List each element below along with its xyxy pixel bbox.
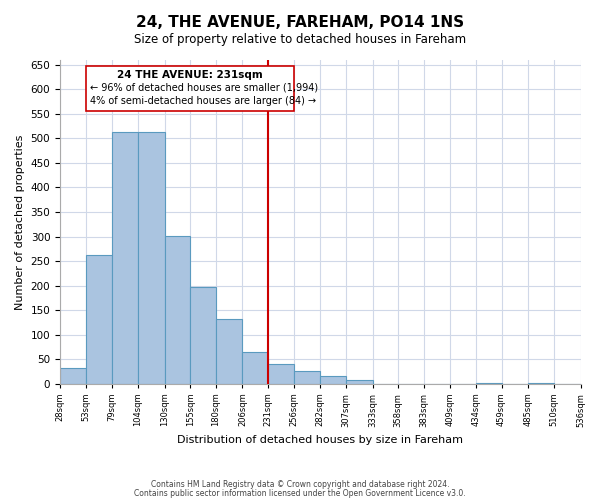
- Text: Contains HM Land Registry data © Crown copyright and database right 2024.: Contains HM Land Registry data © Crown c…: [151, 480, 449, 489]
- Bar: [164, 236, 190, 384]
- Bar: [138, 132, 164, 384]
- Bar: [346, 380, 373, 384]
- Bar: [112, 132, 138, 384]
- Text: Size of property relative to detached houses in Fareham: Size of property relative to detached ho…: [134, 32, 466, 46]
- Y-axis label: Number of detached properties: Number of detached properties: [15, 134, 25, 310]
- FancyBboxPatch shape: [86, 66, 293, 112]
- Bar: [60, 368, 86, 384]
- Text: 4% of semi-detached houses are larger (84) →: 4% of semi-detached houses are larger (8…: [90, 96, 316, 106]
- Text: 24 THE AVENUE: 231sqm: 24 THE AVENUE: 231sqm: [117, 70, 263, 80]
- Bar: [190, 287, 216, 384]
- X-axis label: Distribution of detached houses by size in Fareham: Distribution of detached houses by size …: [177, 435, 463, 445]
- Bar: [242, 352, 268, 384]
- Text: Contains public sector information licensed under the Open Government Licence v3: Contains public sector information licen…: [134, 489, 466, 498]
- Bar: [293, 372, 320, 384]
- Bar: [86, 254, 112, 384]
- Text: 24, THE AVENUE, FAREHAM, PO14 1NS: 24, THE AVENUE, FAREHAM, PO14 1NS: [136, 15, 464, 30]
- Bar: [320, 376, 346, 384]
- Bar: [216, 320, 242, 384]
- Bar: [268, 364, 293, 384]
- Text: ← 96% of detached houses are smaller (1,994): ← 96% of detached houses are smaller (1,…: [90, 83, 318, 93]
